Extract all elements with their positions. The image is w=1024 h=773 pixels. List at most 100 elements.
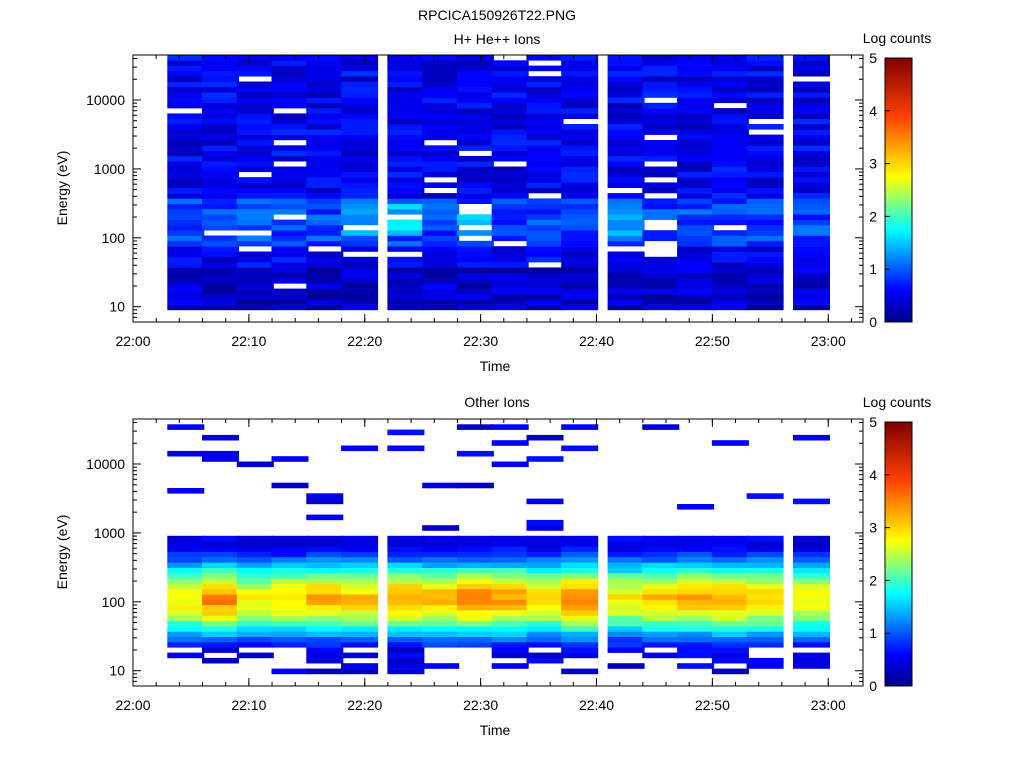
heatmap-cell <box>711 209 749 215</box>
heatmap-cell <box>607 129 645 135</box>
heatmap-cell <box>341 620 379 627</box>
heatmap-cell <box>456 60 494 66</box>
heatmap-cell <box>746 256 784 263</box>
heatmap-cell <box>387 155 425 162</box>
heatmap-cell <box>422 209 460 215</box>
heatmap-cell <box>236 615 274 622</box>
heatmap-cell <box>306 182 344 188</box>
heatmap-cell <box>236 272 274 279</box>
heatmap-cell <box>271 113 309 119</box>
heatmap-cell <box>677 541 715 547</box>
heatmap-cell <box>236 262 274 268</box>
heatmap-cell <box>167 636 205 643</box>
heatmap-cell <box>341 203 379 210</box>
heatmap-cell <box>711 219 749 226</box>
heatmap-cell <box>561 209 599 215</box>
heatmap-cell <box>642 198 680 204</box>
heatmap-cell <box>422 626 460 632</box>
heatmap-cell <box>711 562 749 568</box>
heatmap-cell <box>561 70 599 77</box>
heatmap-cell <box>561 235 599 242</box>
heatmap-cell <box>236 573 274 579</box>
colorbar <box>884 421 913 687</box>
heatmap-cell <box>456 594 494 600</box>
colorbar-tick-label: 1 <box>869 261 877 277</box>
heatmap-cell <box>202 108 239 114</box>
heatmap-cell <box>456 246 494 252</box>
heatmap-cell <box>236 81 274 88</box>
heatmap-cell <box>271 240 309 247</box>
heatmap-cell <box>561 140 599 146</box>
heatmap-cell <box>422 60 460 66</box>
heatmap-cell <box>341 668 379 675</box>
heatmap-cell <box>422 145 460 151</box>
heatmap-cell <box>271 177 309 183</box>
heatmap-cell <box>677 171 715 178</box>
heatmap-cell <box>202 293 239 300</box>
heatmap-cell <box>642 567 680 574</box>
heatmap-cell <box>202 193 239 199</box>
heatmap-cell <box>491 594 529 600</box>
heatmap-cell <box>526 198 564 204</box>
heatmap-cell <box>202 251 239 258</box>
heatmap-cell <box>746 214 784 220</box>
heatmap-cell <box>422 262 460 268</box>
x-tick-label: 22:40 <box>579 697 614 713</box>
heatmap-cell <box>561 594 599 600</box>
heatmap-cell <box>491 108 529 114</box>
heatmap-cell <box>202 102 239 109</box>
heatmap-cell <box>677 177 715 183</box>
heatmap-cell <box>711 642 749 648</box>
heatmap-cell <box>236 177 274 183</box>
heatmap-cell <box>306 599 344 606</box>
heatmap-cell <box>271 551 309 558</box>
heatmap-cell <box>526 567 564 574</box>
heatmap-cell <box>422 219 460 226</box>
heatmap-cell <box>561 193 599 199</box>
heatmap-cell <box>341 256 379 263</box>
heatmap-cell <box>341 134 379 141</box>
heatmap-cell <box>793 108 830 114</box>
heatmap-cell <box>167 299 205 305</box>
heatmap-cell <box>607 81 645 88</box>
heatmap-cell <box>341 631 379 637</box>
heatmap-cell <box>167 60 205 66</box>
heatmap-cell <box>526 283 564 289</box>
heatmap-cell <box>167 182 205 188</box>
heatmap-cell <box>607 92 645 98</box>
heatmap-cell <box>526 177 564 183</box>
heatmap-cell <box>561 557 599 563</box>
x-tick-label: 22:40 <box>579 333 614 349</box>
heatmap-cell <box>341 171 379 178</box>
heatmap-cell <box>491 203 529 210</box>
x-tick-label: 22:10 <box>231 333 266 349</box>
heatmap-cell <box>167 562 205 568</box>
heatmap-cell <box>341 219 379 226</box>
heatmap-cell <box>422 267 460 273</box>
heatmap-cell <box>387 588 425 595</box>
heatmap-cell <box>526 251 564 258</box>
heatmap-cell <box>236 150 274 157</box>
heatmap-cell <box>677 161 715 167</box>
heatmap-cell <box>677 246 715 252</box>
heatmap-cell <box>456 140 494 146</box>
heatmap-cell <box>677 235 715 242</box>
heatmap-cell <box>387 262 425 268</box>
heatmap-cell <box>491 214 529 220</box>
heatmap-cell <box>236 155 274 162</box>
heatmap-cell <box>793 562 830 568</box>
heatmap-cell <box>607 267 645 273</box>
heatmap-cell <box>561 604 599 611</box>
heatmap-cell <box>236 235 274 242</box>
heatmap-cell <box>202 610 239 616</box>
heatmap-cell <box>341 573 379 579</box>
heatmap-cell <box>526 562 564 568</box>
heatmap-cell <box>271 293 309 300</box>
heatmap-cell <box>167 599 205 606</box>
x-tick-label: 22:00 <box>115 333 150 349</box>
heatmap-cell <box>491 288 529 295</box>
heatmap-cell <box>456 161 494 167</box>
heatmap-cell <box>491 642 529 648</box>
heatmap-cell <box>306 652 344 659</box>
heatmap-cell <box>677 113 715 119</box>
